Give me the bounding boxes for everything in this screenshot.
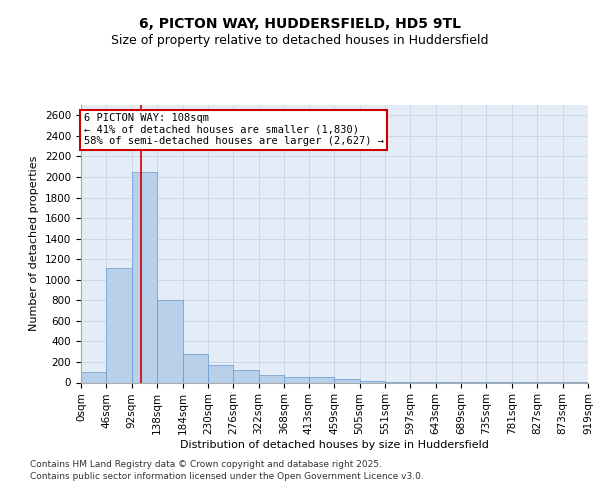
Bar <box>233 370 259 382</box>
Text: Contains public sector information licensed under the Open Government Licence v3: Contains public sector information licen… <box>30 472 424 481</box>
Bar <box>157 300 182 382</box>
Bar <box>132 172 157 382</box>
Bar <box>208 365 233 382</box>
Bar <box>334 380 359 382</box>
Bar <box>106 268 132 382</box>
Bar <box>182 354 208 382</box>
Text: 6, PICTON WAY, HUDDERSFIELD, HD5 9TL: 6, PICTON WAY, HUDDERSFIELD, HD5 9TL <box>139 18 461 32</box>
Bar <box>309 378 334 382</box>
Bar <box>284 378 310 382</box>
X-axis label: Distribution of detached houses by size in Huddersfield: Distribution of detached houses by size … <box>180 440 489 450</box>
Text: Contains HM Land Registry data © Crown copyright and database right 2025.: Contains HM Land Registry data © Crown c… <box>30 460 382 469</box>
Text: 6 PICTON WAY: 108sqm
← 41% of detached houses are smaller (1,830)
58% of semi-de: 6 PICTON WAY: 108sqm ← 41% of detached h… <box>84 113 384 146</box>
Y-axis label: Number of detached properties: Number of detached properties <box>29 156 40 332</box>
Bar <box>81 372 106 382</box>
Text: Size of property relative to detached houses in Huddersfield: Size of property relative to detached ho… <box>111 34 489 47</box>
Bar <box>259 376 284 382</box>
